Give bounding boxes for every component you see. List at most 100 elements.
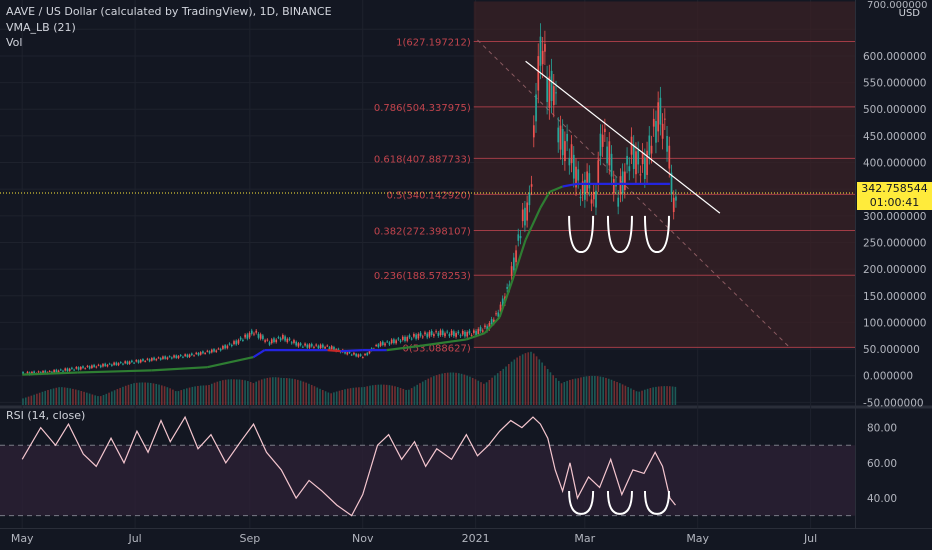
volume-indicator-label[interactable]: Vol	[6, 36, 23, 49]
candle-body	[572, 154, 575, 179]
volume-bar	[480, 382, 482, 405]
volume-bar	[408, 389, 410, 405]
candle-body	[242, 339, 244, 341]
volume-bar	[305, 382, 307, 405]
candle-body	[430, 330, 433, 336]
volume-bar	[632, 389, 635, 405]
bar-countdown: 01:00:41	[869, 196, 920, 209]
candle-body	[259, 334, 262, 339]
candle-body	[124, 361, 127, 364]
volume-bar	[224, 379, 227, 405]
volume-bar	[585, 376, 588, 405]
candle-body	[164, 356, 167, 359]
candle-body	[495, 313, 497, 315]
volume-bar	[188, 387, 191, 405]
volume-bar	[410, 388, 413, 405]
volume-bar	[491, 377, 493, 405]
price-axis-tick-label: 0.000000	[863, 371, 913, 383]
candle-body	[171, 357, 173, 359]
candle-body	[322, 344, 324, 348]
volume-bar	[277, 377, 280, 405]
candle-body	[437, 332, 440, 337]
volume-bar	[591, 375, 593, 405]
candle-body	[230, 344, 233, 347]
candle-body	[299, 343, 302, 346]
volume-bar	[419, 383, 421, 405]
candle-body	[139, 359, 142, 363]
volume-bar	[463, 374, 466, 405]
volume-bar	[594, 375, 596, 405]
volume-bar	[499, 370, 502, 405]
candle-body	[137, 360, 140, 363]
candle-body	[559, 125, 562, 150]
candle-body	[359, 354, 362, 356]
volume-bar	[538, 359, 541, 405]
candle-body	[426, 333, 429, 338]
volume-bar	[430, 377, 432, 405]
volume-bar	[510, 361, 513, 405]
candle-body	[48, 371, 51, 373]
candle-body	[253, 333, 255, 335]
candle-body	[477, 329, 480, 335]
candle-body	[233, 341, 235, 345]
vma-line-segment	[562, 182, 578, 188]
vma-line-segment	[484, 316, 501, 334]
candle-body	[517, 234, 520, 241]
volume-bar	[496, 373, 499, 405]
candle-body	[108, 363, 111, 365]
candle-body	[144, 360, 147, 362]
candle-body	[628, 166, 631, 172]
candle-body	[664, 118, 666, 120]
candle-body	[59, 369, 62, 371]
volume-bar	[460, 373, 463, 405]
volume-bar	[619, 383, 621, 405]
volume-bar	[155, 383, 158, 405]
rsi-axis-tick-label: 60.00	[867, 458, 897, 470]
volume-bar	[80, 391, 83, 405]
candle-body	[606, 146, 608, 164]
candle-body	[222, 345, 224, 349]
candle-body	[91, 365, 93, 369]
candle-body	[106, 364, 109, 367]
candle-body	[279, 338, 282, 341]
rsi-indicator-label[interactable]: RSI (14, close)	[6, 409, 86, 422]
candle-body	[248, 332, 251, 338]
candle-body	[73, 369, 75, 371]
volume-bar	[402, 388, 405, 405]
volume-bar	[666, 386, 668, 405]
volume-bar	[227, 379, 230, 405]
candle-body	[102, 363, 104, 367]
candle-body	[306, 344, 309, 348]
volume-bar	[646, 388, 649, 405]
candle-body	[499, 304, 502, 312]
candle-body	[588, 173, 591, 189]
candle-body	[446, 331, 449, 333]
candle-body	[464, 331, 466, 337]
vma-line-segment	[327, 349, 341, 353]
candle-body	[488, 323, 491, 329]
price-axis-tick-label: 250.000000	[863, 237, 926, 249]
volume-bar	[341, 389, 344, 405]
vma-indicator-label[interactable]: VMA_LB (21)	[6, 21, 76, 34]
time-axis-tick-label: May	[11, 532, 34, 545]
volume-bar	[185, 388, 188, 405]
candle-body	[333, 346, 335, 350]
candle-body	[421, 336, 424, 338]
vma-line-segment	[252, 349, 266, 358]
price-axis-tick-label: -50.000000	[863, 397, 924, 409]
candle-body	[337, 348, 340, 350]
volume-bar	[124, 385, 127, 405]
candle-body	[215, 350, 218, 352]
volume-bar	[127, 384, 130, 405]
candle-body	[637, 150, 640, 165]
volume-bar	[174, 391, 177, 405]
volume-bar	[657, 386, 660, 405]
volume-bar	[652, 387, 654, 405]
price-axis-top-label: 700.000000	[867, 0, 927, 11]
candle-body	[33, 371, 36, 374]
volume-bar	[557, 380, 560, 405]
candle-body	[193, 355, 195, 357]
candle-body	[384, 343, 386, 346]
price-axis-tick-label: 300.000000	[863, 211, 926, 223]
